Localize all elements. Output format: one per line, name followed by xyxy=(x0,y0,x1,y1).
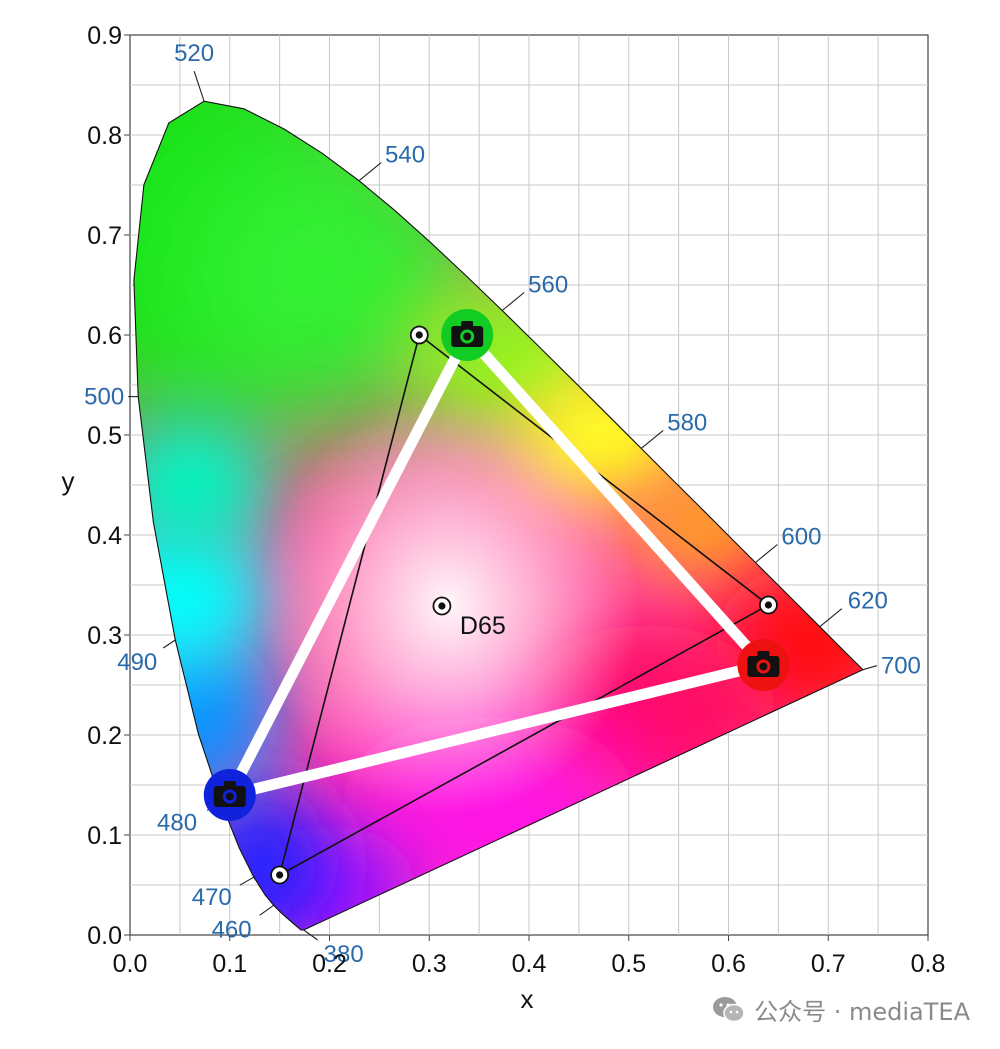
wavelength-label-520: 520 xyxy=(174,40,214,67)
wavelength-label-460: 460 xyxy=(212,916,252,943)
white-point: D65 xyxy=(432,596,506,640)
wavelength-tick xyxy=(259,904,274,916)
wavelength-label-480: 480 xyxy=(157,809,197,836)
x-tick-label: 0.7 xyxy=(811,950,846,978)
target-point-icon xyxy=(759,595,778,615)
wavelength-tick xyxy=(303,929,318,941)
x-tick-label: 0.6 xyxy=(711,950,746,978)
watermark-text: 公众号 · mediaTEA xyxy=(754,998,970,1026)
y-tick-label: 0.3 xyxy=(87,622,122,650)
wavelength-tick xyxy=(640,429,664,449)
y-axis-label: y xyxy=(62,466,75,496)
wavelength-marks: 520 540 560 580 600 620 700 500 490 480 470 460 380 xyxy=(84,40,921,968)
white-triangle-outline xyxy=(224,329,769,801)
wavelength-label-470: 470 xyxy=(192,884,232,911)
spectral-locus-outline xyxy=(133,100,864,931)
wavelength-label-700: 700 xyxy=(881,653,921,680)
y-tick-label: 0.9 xyxy=(87,22,122,50)
x-tick-label: 0.3 xyxy=(412,950,447,978)
white-triangle xyxy=(203,309,790,821)
y-tick-label: 0.2 xyxy=(87,722,122,750)
wavelength-tick xyxy=(239,876,255,886)
watermark: 公众号 · mediaTEA xyxy=(712,992,970,1027)
x-tick-label: 0.1 xyxy=(212,950,247,978)
x-tick-label: 0.2 xyxy=(312,950,347,978)
x-tick-label: 0.8 xyxy=(911,950,946,978)
y-tick-label: 0.1 xyxy=(87,822,122,850)
y-tick-label: 0.0 xyxy=(87,922,122,950)
camera-icon xyxy=(441,309,494,361)
camera-icon xyxy=(737,639,790,691)
y-tick-label: 0.7 xyxy=(87,222,122,250)
y-tick-label: 0.4 xyxy=(87,522,122,550)
wavelength-tick xyxy=(162,639,176,649)
x-axis-label: x xyxy=(521,984,534,1014)
wavelength-tick xyxy=(501,292,525,311)
target-point-icon xyxy=(432,596,452,616)
x-tick-label: 0.0 xyxy=(113,950,148,978)
wavelength-tick xyxy=(819,608,843,628)
axis-ticks: 0.0 0.1 0.2 0.3 0.4 0.5 0.6 0.7 0.8 0.0 0.1 0.2 0.3 0… xyxy=(87,22,945,978)
wavelength-label-490: 490 xyxy=(117,649,157,676)
wavelength-tick xyxy=(193,71,205,102)
y-tick-label: 0.8 xyxy=(87,122,122,150)
wavelength-tick xyxy=(862,665,878,671)
target-point-icon xyxy=(270,865,290,885)
y-tick-label: 0.5 xyxy=(87,422,122,450)
x-tick-label: 0.4 xyxy=(512,950,547,978)
wavelength-label-600: 600 xyxy=(781,524,821,551)
wechat-icon xyxy=(713,996,745,1022)
wavelength-label-540: 540 xyxy=(385,142,425,169)
y-tick-label: 0.6 xyxy=(87,322,122,350)
wavelength-tick xyxy=(358,162,382,182)
camera-icon xyxy=(203,769,256,821)
wavelength-label-580: 580 xyxy=(667,409,707,436)
wavelength-tick xyxy=(755,544,778,563)
wavelength-label-500: 500 xyxy=(84,384,124,411)
x-tick-label: 0.5 xyxy=(611,950,646,978)
white-point-label: D65 xyxy=(460,612,506,640)
wavelength-label-380: 380 xyxy=(324,941,364,968)
wavelength-label-620: 620 xyxy=(848,588,888,615)
wavelength-label-560: 560 xyxy=(528,272,568,299)
target-point-icon xyxy=(409,325,429,345)
